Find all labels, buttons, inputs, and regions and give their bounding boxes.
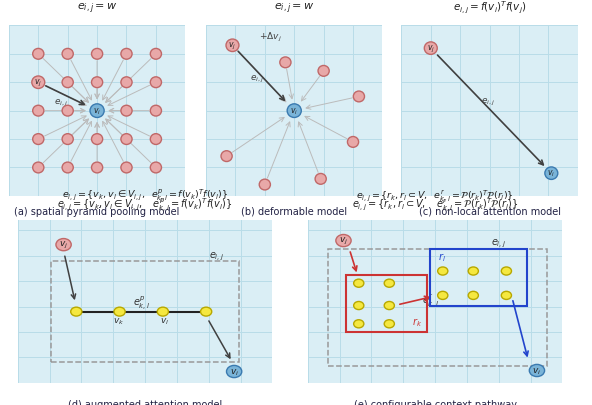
Circle shape — [353, 302, 364, 310]
Text: (e) configurable context pathway: (e) configurable context pathway — [353, 399, 517, 405]
Text: $e_{i,j}$: $e_{i,j}$ — [54, 98, 69, 109]
Circle shape — [62, 163, 73, 173]
Circle shape — [150, 106, 162, 117]
Circle shape — [157, 307, 169, 316]
Text: $v_i$: $v_i$ — [290, 106, 298, 117]
Circle shape — [32, 77, 45, 89]
Circle shape — [437, 292, 448, 300]
Circle shape — [121, 134, 132, 145]
Circle shape — [501, 292, 511, 300]
Circle shape — [92, 78, 102, 88]
Text: $v_j$: $v_j$ — [427, 43, 435, 55]
Circle shape — [353, 279, 364, 288]
Text: $v_k$: $v_k$ — [112, 316, 124, 326]
Circle shape — [384, 320, 394, 328]
Text: $e_{i,j} = w$: $e_{i,j} = w$ — [274, 2, 314, 16]
Circle shape — [33, 163, 44, 173]
Circle shape — [150, 49, 162, 60]
Text: $v_l$: $v_l$ — [160, 316, 169, 326]
Circle shape — [92, 134, 102, 145]
Text: $e_{i,j}$: $e_{i,j}$ — [209, 249, 224, 262]
Text: $v_j$: $v_j$ — [34, 77, 42, 89]
Circle shape — [348, 137, 359, 148]
Circle shape — [336, 235, 351, 247]
Text: (b) deformable model: (b) deformable model — [241, 206, 348, 216]
Bar — [51, 261, 239, 362]
Circle shape — [121, 78, 132, 88]
Circle shape — [92, 163, 102, 173]
Circle shape — [529, 364, 545, 377]
Text: $r_l$: $r_l$ — [437, 250, 446, 263]
Circle shape — [221, 151, 232, 162]
Text: $e_{i,j} = \{r_k, r_l \subset V,\quad e^r_{k,l} = \mathcal{P}(r_k)^T\mathcal{P}(: $e_{i,j} = \{r_k, r_l \subset V,\quad e^… — [352, 196, 518, 215]
Circle shape — [287, 104, 301, 118]
Text: $e^p_{k,l}$: $e^p_{k,l}$ — [133, 293, 150, 311]
Circle shape — [92, 49, 102, 60]
Circle shape — [62, 134, 73, 145]
Circle shape — [501, 267, 511, 275]
Circle shape — [150, 134, 162, 145]
Text: $v_i$: $v_i$ — [93, 106, 101, 117]
Circle shape — [201, 307, 212, 316]
Text: $+ \Delta v_j$: $+ \Delta v_j$ — [259, 30, 282, 44]
Text: $e^r_{k,l}$: $e^r_{k,l}$ — [423, 292, 440, 310]
Text: $e_{i,j}$: $e_{i,j}$ — [250, 74, 265, 85]
Circle shape — [353, 92, 365, 102]
Circle shape — [62, 106, 73, 117]
Text: $e_{i,j} = \{v_k, v_l \in V_{i,j},\quad e^p_{k,l} = f(v_k)^Tf(v_l)\}$: $e_{i,j} = \{v_k, v_l \in V_{i,j},\quad … — [57, 196, 233, 215]
Circle shape — [468, 267, 478, 275]
Text: $e_{i,j} = \{r_k, r_l \subset V,\;\; e^r_{k,l} = \mathcal{P}(r_k)^T\mathcal{P}(r: $e_{i,j} = \{r_k, r_l \subset V,\;\; e^r… — [356, 188, 514, 205]
Circle shape — [150, 163, 162, 173]
Circle shape — [424, 43, 437, 55]
Circle shape — [62, 78, 73, 88]
Circle shape — [226, 40, 239, 52]
Circle shape — [353, 320, 364, 328]
Circle shape — [315, 174, 326, 185]
Circle shape — [121, 106, 132, 117]
Circle shape — [121, 49, 132, 60]
Circle shape — [33, 106, 44, 117]
Circle shape — [70, 307, 82, 316]
Text: $e_{i,j} =f(v_i)^Tf(v_j)$: $e_{i,j} =f(v_i)^Tf(v_j)$ — [453, 0, 526, 16]
Bar — [430, 249, 527, 306]
Text: $e_{i,j}$: $e_{i,j}$ — [491, 237, 506, 250]
Circle shape — [545, 168, 558, 180]
Circle shape — [318, 66, 329, 77]
Circle shape — [227, 365, 242, 377]
Text: $v_i$: $v_i$ — [548, 168, 555, 179]
Text: (c) non-local attention model: (c) non-local attention model — [419, 206, 561, 216]
Circle shape — [437, 267, 448, 275]
Text: $e_{i,j} = w$: $e_{i,j} = w$ — [77, 2, 117, 16]
Circle shape — [121, 163, 132, 173]
Circle shape — [114, 307, 125, 316]
Text: $v_i$: $v_i$ — [532, 365, 542, 376]
Text: $v_j$: $v_j$ — [229, 40, 236, 52]
Circle shape — [468, 292, 478, 300]
Circle shape — [280, 58, 291, 68]
Text: $v_i$: $v_i$ — [230, 367, 239, 377]
Text: $v_j$: $v_j$ — [339, 235, 348, 247]
Circle shape — [33, 49, 44, 60]
Text: $e_{i,j}$: $e_{i,j}$ — [481, 96, 495, 107]
Circle shape — [56, 239, 71, 251]
Text: (a) spatial pyramid pooling model: (a) spatial pyramid pooling model — [14, 206, 180, 216]
Text: $r_k$: $r_k$ — [412, 315, 423, 328]
Text: $v_j$: $v_j$ — [59, 239, 68, 251]
Circle shape — [384, 302, 394, 310]
Text: (d) augmented attention model: (d) augmented attention model — [68, 399, 222, 405]
Circle shape — [259, 180, 271, 190]
Bar — [328, 249, 547, 367]
Circle shape — [33, 134, 44, 145]
Circle shape — [384, 279, 394, 288]
Circle shape — [62, 49, 73, 60]
Circle shape — [150, 78, 162, 88]
Text: $e_{i,j} = \{v_k, v_l \in V_{i,j},\;\; e^p_{k,l} = f(v_k)^Tf(v_l)\}$: $e_{i,j} = \{v_k, v_l \in V_{i,j},\;\; e… — [62, 187, 228, 205]
Circle shape — [90, 104, 104, 118]
Bar — [346, 275, 427, 332]
